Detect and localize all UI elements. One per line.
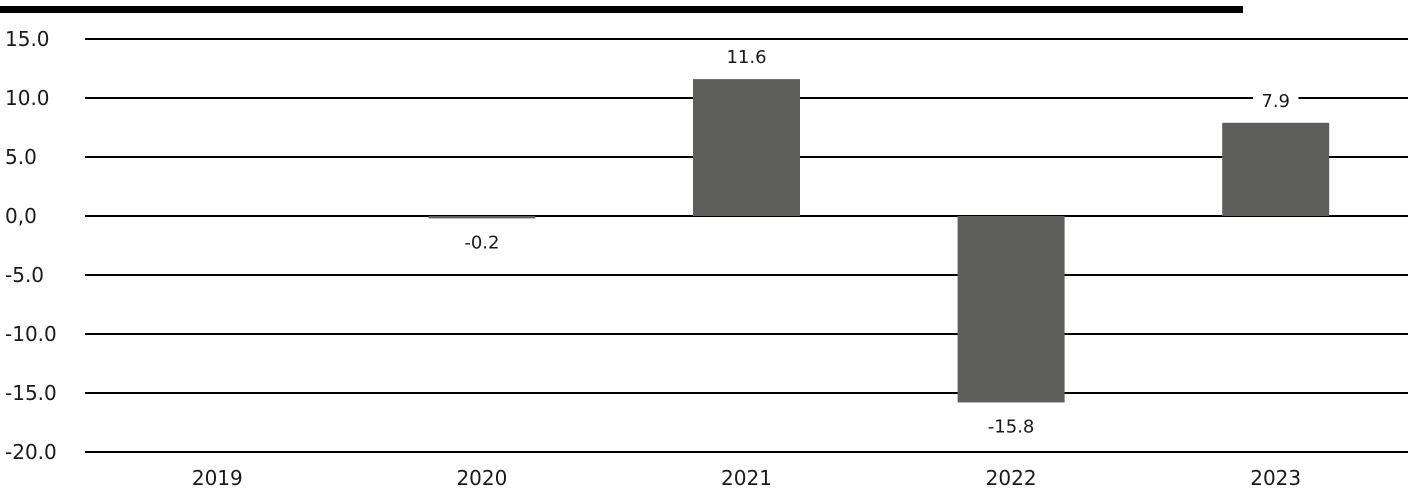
- data-label-2023: 7.9: [1261, 91, 1290, 112]
- x-tick-label: 2020: [456, 466, 507, 490]
- x-axis-tick-labels: 2019 2020 2021 2022 2023: [192, 466, 1301, 490]
- y-tick-label: -20.0: [5, 440, 57, 464]
- y-tick-label: 10.0: [5, 86, 50, 110]
- data-label-2022: -15.8: [988, 416, 1035, 437]
- data-label-2020: -0.2: [464, 232, 499, 253]
- top-rule: [0, 6, 1243, 13]
- y-tick-label: -5.0: [5, 263, 44, 287]
- data-label-2021: 11.6: [726, 47, 766, 68]
- x-tick-label: 2023: [1250, 466, 1301, 490]
- bar-2022: [957, 216, 1065, 403]
- x-tick-label: 2021: [721, 466, 772, 490]
- y-tick-label: -15.0: [5, 381, 57, 405]
- y-tick-label: 15.0: [5, 27, 50, 51]
- data-label-bg: [718, 45, 775, 70]
- bar-2021: [693, 79, 800, 217]
- x-tick-label: 2022: [986, 466, 1037, 490]
- bars: [428, 79, 1330, 403]
- bar-2023: [1222, 122, 1330, 216]
- y-tick-label: -10.0: [5, 322, 57, 346]
- y-tick-label: 0,0: [5, 204, 37, 228]
- y-axis-tick-labels: 15.0 10.0 5.0 0,0 -5.0 -10.0 -15.0 -20.0: [5, 27, 57, 464]
- data-label-bg: [1252, 88, 1299, 113]
- x-tick-label: 2019: [192, 466, 243, 490]
- y-tick-label: 5.0: [5, 145, 37, 169]
- data-labels: -0.2 11.6 -15.8 7.9: [453, 45, 1299, 439]
- data-label-bg: [453, 230, 510, 255]
- bar-2020: [428, 216, 536, 219]
- data-label-bg: [977, 414, 1045, 439]
